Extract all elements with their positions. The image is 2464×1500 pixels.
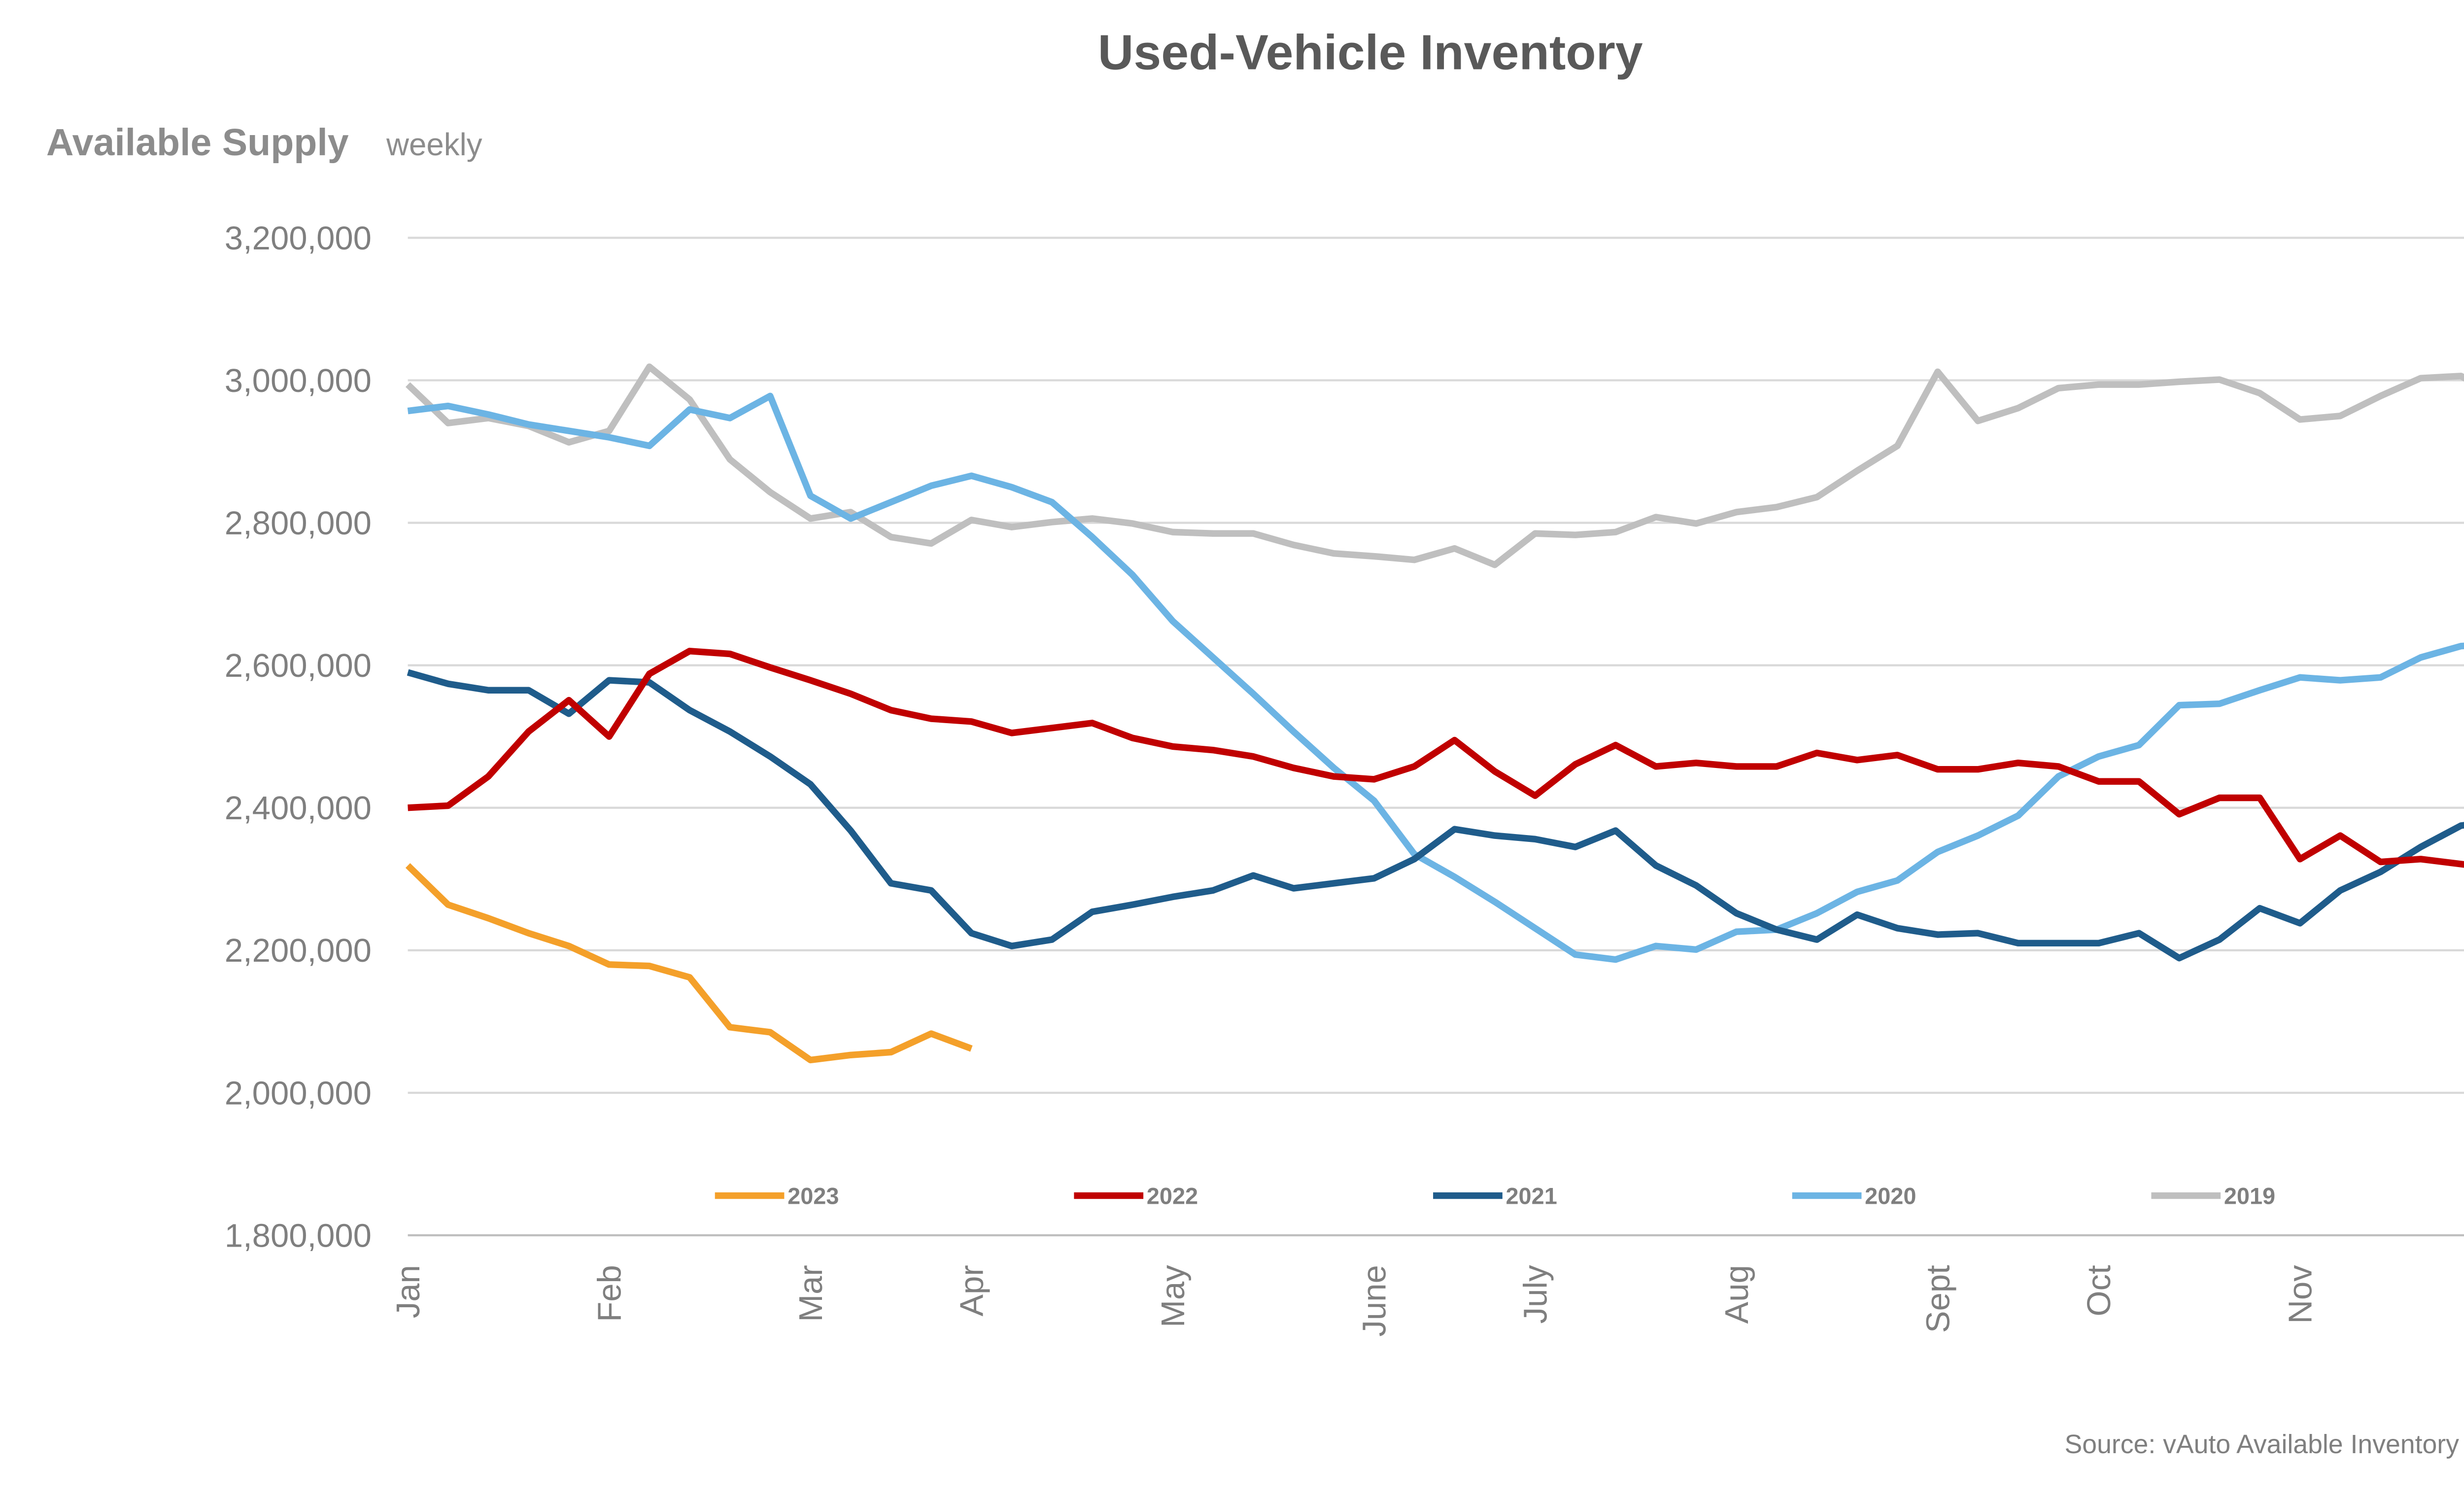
series-line [407, 392, 2464, 963]
y-tick-label: 2,200,000 [225, 932, 372, 969]
y-tick-label: 3,000,000 [225, 362, 372, 399]
x-tick-label: May [1155, 1265, 1192, 1327]
x-tick-label: Aug [1718, 1265, 1755, 1324]
y-tick-label: 2,400,000 [225, 790, 372, 827]
y-tick-label: 2,000,000 [225, 1075, 372, 1112]
subtitle: Available Supply [46, 121, 349, 164]
legend-label: 2019 [2224, 1183, 2275, 1209]
x-tick-label: June [1356, 1265, 1393, 1336]
series-line [408, 648, 2464, 868]
x-tick-label: Sept [1919, 1265, 1956, 1333]
y-tick-label: 3,200,000 [225, 220, 372, 257]
chart-title: Used-Vehicle Inventory [1098, 25, 1643, 80]
x-tick-label: Mar [792, 1265, 829, 1322]
x-tick-label: Oct [2081, 1265, 2118, 1317]
legend-label: 2020 [1865, 1183, 1916, 1209]
series-line [407, 669, 2464, 962]
y-tick-label: 2,800,000 [225, 505, 372, 542]
x-tick-label: Nov [2282, 1265, 2319, 1324]
y-tick-label: 1,800,000 [225, 1217, 372, 1254]
subtitle-note: weekly [386, 127, 482, 162]
source: Source: vAuto Available Inventory data [2065, 1430, 2464, 1459]
legend-label: 2021 [1506, 1183, 1557, 1209]
x-tick-label: Apr [954, 1265, 991, 1316]
y-tick-label: 2,600,000 [225, 647, 372, 684]
x-tick-label: July [1517, 1265, 1554, 1324]
x-tick-label: Feb [591, 1265, 628, 1322]
legend-label: 2022 [1147, 1183, 1198, 1209]
series-line [405, 363, 2464, 568]
series-line [405, 863, 973, 1064]
x-tick-label: Jan [390, 1265, 427, 1318]
legend-label: 2023 [787, 1183, 839, 1209]
